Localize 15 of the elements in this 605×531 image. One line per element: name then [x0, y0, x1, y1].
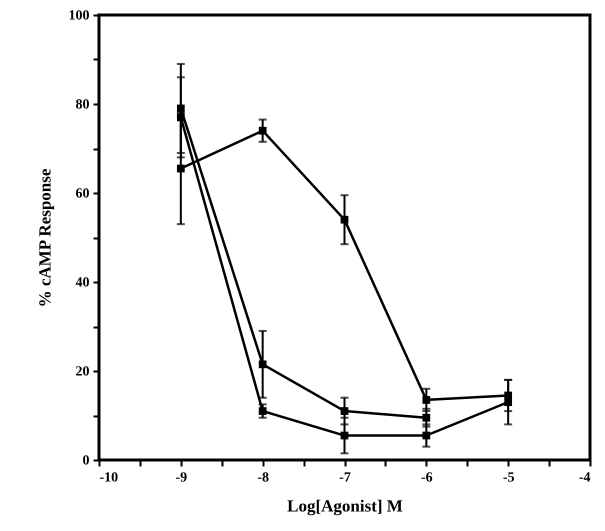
x-tick-label: -6	[420, 470, 433, 486]
y-tick-label: 80	[76, 98, 90, 112]
x-tick-label: -8	[257, 470, 270, 486]
x-axis-title: Log[Agonist] M	[287, 496, 403, 516]
y-tick-label: 60	[76, 186, 90, 202]
y-tick-label: 40	[76, 276, 90, 290]
y-axis-title: % cAMP Response	[36, 168, 54, 308]
x-tick-label: -7	[339, 470, 351, 486]
x-tick-label: -10	[100, 470, 118, 486]
x-tick-label: -4	[578, 470, 590, 486]
x-tick-label: -9	[175, 470, 188, 486]
x-tick-label: -5	[502, 470, 515, 486]
y-tick-label: 0	[82, 454, 90, 468]
y-tick-label: 20	[76, 364, 90, 380]
y-tick-label: 100	[68, 8, 90, 24]
